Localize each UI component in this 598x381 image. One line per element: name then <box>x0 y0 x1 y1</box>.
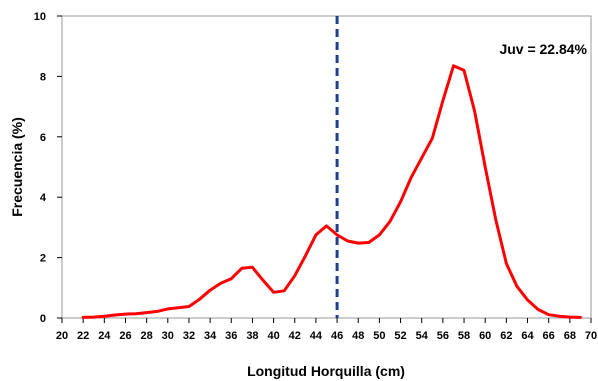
data-point <box>526 298 529 302</box>
data-point <box>314 233 318 237</box>
data-point <box>357 241 360 245</box>
data-point <box>251 266 254 269</box>
data-point <box>399 200 402 203</box>
x-axis-title: Longitud Horquilla (cm) <box>247 363 405 379</box>
x-tick-label: 38 <box>246 330 258 342</box>
x-tick-label: 56 <box>437 330 449 342</box>
data-point <box>208 289 212 292</box>
data-point <box>166 307 169 311</box>
x-tick-label: 68 <box>564 330 576 342</box>
x-tick-label: 20 <box>56 330 68 342</box>
x-tick-label: 70 <box>585 330 597 342</box>
x-tick-label: 24 <box>98 330 111 342</box>
y-axis-title: Frecuencia (%) <box>9 117 25 217</box>
x-tick-label: 26 <box>119 330 131 342</box>
x-tick-label: 42 <box>289 330 301 342</box>
data-point <box>367 241 371 244</box>
data-point <box>219 282 222 285</box>
data-point <box>452 64 455 68</box>
x-tick-label: 32 <box>183 330 195 342</box>
data-point <box>484 165 487 169</box>
data-point <box>282 289 286 293</box>
x-tick-label: 36 <box>225 330 237 342</box>
x-tick-label: 58 <box>458 330 470 342</box>
x-tick-label: 52 <box>394 330 406 342</box>
x-tick-label: 54 <box>416 330 429 342</box>
data-point <box>103 314 106 318</box>
data-point <box>505 262 508 265</box>
data-point <box>304 254 307 258</box>
data-point <box>409 176 413 179</box>
data-point <box>198 298 201 301</box>
data-point <box>536 308 540 311</box>
data-point <box>134 312 138 315</box>
series-line <box>81 64 582 319</box>
data-point <box>462 69 466 72</box>
x-tick-label: 40 <box>267 330 279 342</box>
y-tick-label: 4 <box>40 192 47 204</box>
data-point <box>113 313 117 317</box>
x-tick-label: 64 <box>521 330 534 342</box>
data-point <box>420 156 423 160</box>
x-tick-label: 46 <box>331 330 343 342</box>
data-point <box>240 266 244 270</box>
data-point <box>156 310 159 313</box>
data-point <box>378 233 381 237</box>
x-tick-label: 50 <box>373 330 385 342</box>
x-tick-label: 28 <box>141 330 153 342</box>
data-point <box>473 109 476 113</box>
series-layer <box>81 64 582 319</box>
data-point <box>346 239 349 243</box>
data-point <box>230 277 233 280</box>
x-tick-label: 22 <box>77 330 89 342</box>
x-tick-label: 44 <box>310 330 323 342</box>
data-point <box>261 279 265 282</box>
data-point <box>494 218 497 222</box>
plot-frame <box>61 15 592 319</box>
y-tick-label: 6 <box>40 132 46 144</box>
data-point <box>568 315 572 319</box>
y-tick-label: 0 <box>40 313 46 325</box>
y-tick-label: 2 <box>40 253 46 265</box>
data-point <box>293 274 296 277</box>
x-axis-ticks: 20 22 24 26 28 30 32 34 36 38 40 42 44 46 48 50 52 54 56 58… <box>56 318 597 342</box>
plot-area <box>61 15 592 319</box>
data-point <box>272 291 275 294</box>
data-point <box>579 316 582 319</box>
data-point <box>187 305 191 308</box>
y-axis-ticks: 0 2 4 6 8 10 <box>34 11 62 325</box>
data-point <box>177 306 180 309</box>
data-point <box>547 313 550 316</box>
x-tick-label: 48 <box>352 330 364 342</box>
data-point <box>431 137 434 140</box>
point-layer <box>81 64 582 319</box>
x-tick-label: 30 <box>162 330 174 342</box>
data-point <box>145 311 148 314</box>
data-point <box>388 220 392 223</box>
data-point <box>325 224 328 228</box>
x-tick-label: 60 <box>479 330 491 342</box>
data-point <box>335 233 339 237</box>
x-tick-label: 66 <box>543 330 555 342</box>
data-point <box>124 312 127 316</box>
data-point <box>441 99 445 102</box>
x-tick-label: 62 <box>500 330 512 342</box>
x-tick-label: 34 <box>204 330 217 342</box>
annotation-label: Juv = 22.84% <box>499 41 587 57</box>
y-tick-label: 8 <box>40 71 46 83</box>
data-point <box>81 316 85 319</box>
y-tick-label: 10 <box>34 11 46 23</box>
data-point <box>515 285 519 288</box>
data-point <box>92 315 95 319</box>
data-point <box>558 314 561 318</box>
